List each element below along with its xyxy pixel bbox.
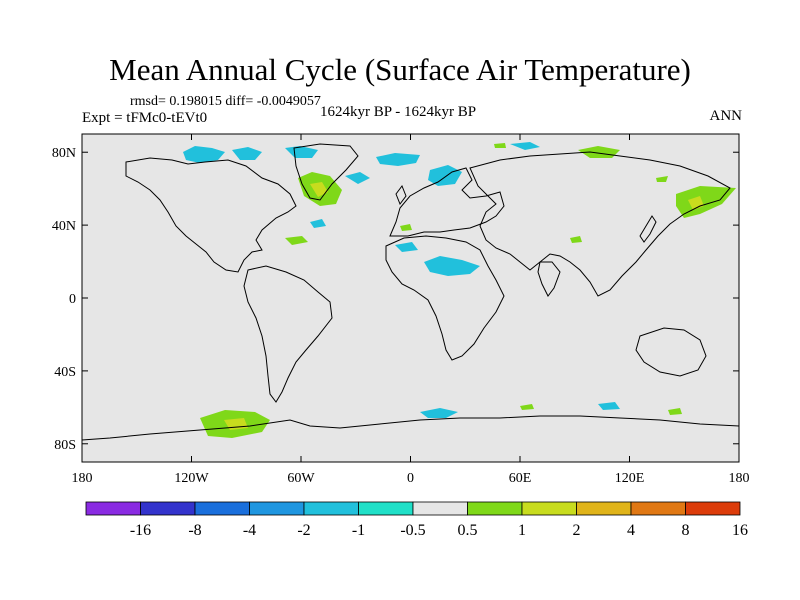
colorbar-swatch <box>630 501 686 516</box>
experiment-label: Expt = tFMc0-tEVt0 <box>82 110 208 126</box>
colorbar-swatch <box>467 501 523 516</box>
colorbar-label: 16 <box>732 522 748 539</box>
patch-north-africa <box>395 242 418 252</box>
coast-australia <box>635 327 707 377</box>
patch-indian-ocean-south <box>598 402 620 410</box>
season-label: ANN <box>709 108 743 124</box>
lon-tick-label: 180 <box>729 471 750 486</box>
colorbar-label: 4 <box>627 522 635 539</box>
colorbar-label: 2 <box>573 522 581 539</box>
map-frame <box>81 133 740 463</box>
coast-africa <box>385 235 505 361</box>
latitude-axis: 80N 40N 0 40S 80S <box>52 146 739 453</box>
patch-weddell-east <box>420 408 458 418</box>
colorbar-swatch <box>140 501 196 516</box>
patch-canada-arctic <box>183 146 225 163</box>
patch-greenland-north <box>285 146 318 158</box>
coast-india <box>537 261 561 297</box>
patch-north-siberia-small <box>494 143 506 148</box>
colorbar-swatch <box>412 501 468 516</box>
patch-ross-east <box>668 408 682 415</box>
colorbar-swatch <box>85 501 141 516</box>
patch-sahara <box>424 256 480 276</box>
colorbar-swatch <box>685 501 741 516</box>
colorbar-label: 8 <box>682 522 690 539</box>
patch-barents <box>376 153 420 166</box>
colorbar-label: -4 <box>243 522 256 539</box>
colorbar-swatch <box>358 501 414 516</box>
colorbar-label: -8 <box>188 522 201 539</box>
lon-tick-label: 60W <box>287 471 315 486</box>
rmsd-diff-stats: rmsd= 0.198015 diff= -0.0049057 <box>130 94 321 109</box>
coast-south-america <box>243 265 333 403</box>
patch-tibet <box>570 236 582 243</box>
patch-atlantic-west <box>310 219 326 228</box>
lon-tick-label: 120W <box>174 471 209 486</box>
lat-tick-label: 0 <box>69 292 76 307</box>
patch-greenland-core <box>310 182 328 197</box>
patch-atlantic-midlat <box>285 236 308 245</box>
patch-iceland <box>345 172 370 184</box>
coast-antarctica <box>81 415 740 441</box>
colorbar-label: -1 <box>352 522 365 539</box>
coast-asia <box>469 151 731 297</box>
patch-scandinavia <box>428 165 462 186</box>
coast-greenland <box>293 143 359 201</box>
colorbar-label: 1 <box>518 522 526 539</box>
lon-tick-label: 120E <box>615 471 645 486</box>
colorbar-swatch <box>303 501 359 516</box>
colorbar-swatch <box>576 501 632 516</box>
patch-southern-ocean <box>520 404 534 410</box>
patch-bering-small <box>656 176 668 182</box>
lon-tick-label: 60E <box>509 471 532 486</box>
colorbar-label: -16 <box>130 522 151 539</box>
lat-tick-label: 80S <box>54 438 76 453</box>
lon-tick-label: 0 <box>407 471 414 486</box>
patch-mediterranean <box>400 224 412 231</box>
lat-tick-label: 40S <box>54 365 76 380</box>
coast-japan <box>639 215 657 243</box>
coast-north-america <box>125 157 297 273</box>
colorbar-swatch <box>521 501 577 516</box>
coastlines <box>81 143 740 441</box>
longitude-axis: 180 120W 60W 0 60E 120E 180 <box>72 134 750 486</box>
colorbar-swatch <box>249 501 305 516</box>
patch-siberia-north <box>510 142 540 150</box>
colorbar-swatch <box>194 501 250 516</box>
colorbar-label: -0.5 <box>400 522 425 539</box>
coast-uk <box>395 184 407 206</box>
period-label: 1624kyr BP - 1624kyr BP <box>320 104 477 120</box>
anomaly-patches <box>183 142 736 438</box>
colorbar: -16 -8 -4 -2 -1 -0.5 0.5 1 2 4 8 16 <box>85 501 748 539</box>
plot-title: Mean Annual Cycle (Surface Air Temperatu… <box>109 52 691 87</box>
lat-tick-label: 40N <box>52 219 76 234</box>
lat-tick-label: 80N <box>52 146 76 161</box>
coast-europe <box>389 167 505 237</box>
patch-baffin <box>232 147 262 160</box>
lon-tick-label: 180 <box>72 471 93 486</box>
colorbar-label: 0.5 <box>458 522 478 539</box>
colorbar-label: -2 <box>297 522 310 539</box>
